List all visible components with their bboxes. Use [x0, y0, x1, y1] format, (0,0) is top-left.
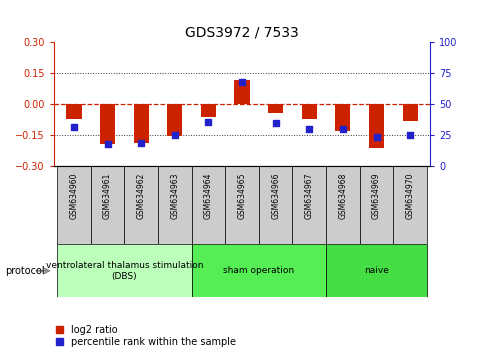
Text: GSM634968: GSM634968 [338, 173, 346, 219]
Point [171, 132, 179, 138]
Title: GDS3972 / 7533: GDS3972 / 7533 [185, 26, 298, 40]
Bar [234, 80, 249, 104]
Point [137, 140, 145, 146]
Text: GSM634963: GSM634963 [170, 173, 179, 219]
Point [70, 124, 78, 130]
Legend: log2 ratio, percentile rank within the sample: log2 ratio, percentile rank within the s… [54, 323, 238, 349]
Bar [325, 244, 426, 297]
Bar [368, 104, 383, 148]
Text: GSM634965: GSM634965 [237, 173, 246, 219]
Text: protocol: protocol [5, 266, 44, 276]
Text: ventrolateral thalamus stimulation
(DBS): ventrolateral thalamus stimulation (DBS) [45, 261, 203, 280]
Bar [392, 166, 426, 244]
Text: sham operation: sham operation [223, 266, 294, 275]
Bar [258, 166, 292, 244]
Bar [167, 104, 182, 136]
Bar [325, 166, 359, 244]
Point [103, 141, 111, 147]
Point [271, 120, 279, 126]
Bar [267, 104, 283, 113]
Bar [57, 166, 91, 244]
Text: GSM634961: GSM634961 [103, 173, 112, 219]
Point [406, 132, 413, 138]
Text: GSM634970: GSM634970 [405, 173, 414, 219]
Text: naive: naive [364, 266, 388, 275]
Text: GSM634967: GSM634967 [304, 173, 313, 219]
Bar [301, 104, 316, 119]
Bar [124, 166, 158, 244]
Point [338, 126, 346, 132]
Text: GSM634960: GSM634960 [69, 173, 78, 219]
Bar [359, 166, 392, 244]
Bar [191, 166, 225, 244]
Bar [292, 166, 325, 244]
Bar [158, 166, 191, 244]
Bar [191, 244, 325, 297]
Point [372, 134, 380, 139]
Bar [402, 104, 417, 121]
Bar [57, 244, 191, 297]
Text: GSM634969: GSM634969 [371, 173, 380, 219]
Point [238, 79, 245, 85]
Bar [100, 104, 115, 144]
Text: GSM634962: GSM634962 [137, 173, 145, 219]
Text: GSM634966: GSM634966 [271, 173, 280, 219]
Bar [225, 166, 258, 244]
Bar [91, 166, 124, 244]
Point [305, 126, 312, 132]
Bar [133, 104, 148, 143]
Bar [201, 104, 216, 117]
Point [204, 119, 212, 125]
Bar [335, 104, 350, 131]
Text: GSM634964: GSM634964 [203, 173, 212, 219]
Bar [66, 104, 81, 119]
